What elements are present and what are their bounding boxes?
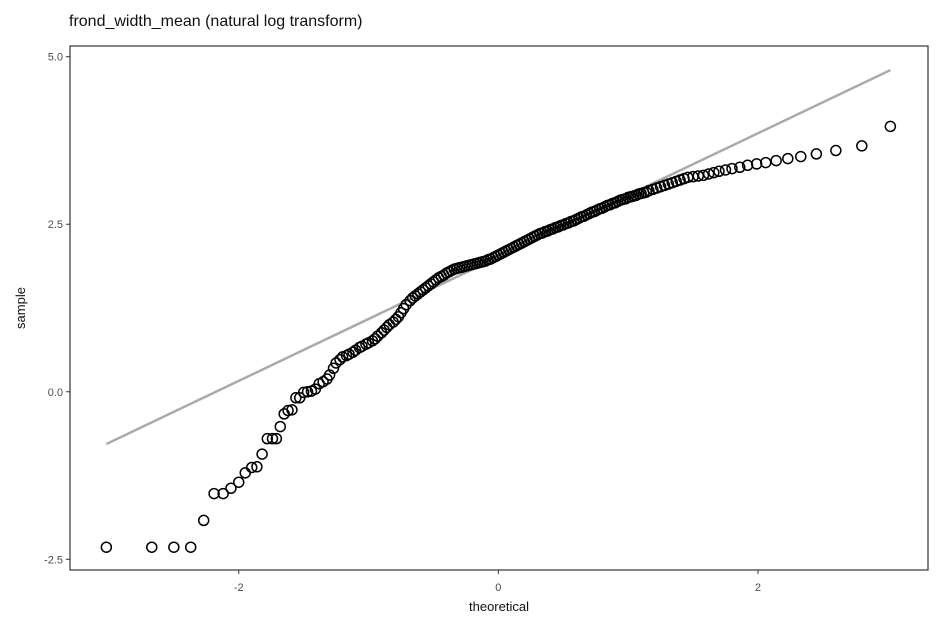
data-point bbox=[323, 369, 336, 381]
data-point bbox=[168, 541, 180, 553]
data-point bbox=[232, 476, 245, 488]
data-point bbox=[400, 298, 412, 311]
chart-title: frond_width_mean (natural log transform) bbox=[69, 13, 362, 30]
data-point bbox=[245, 461, 258, 474]
data-point bbox=[251, 461, 263, 473]
data-point bbox=[297, 386, 310, 399]
y-axis-title: sample bbox=[13, 287, 28, 329]
data-point bbox=[301, 386, 314, 398]
plot-panel bbox=[69, 45, 929, 571]
data-point bbox=[270, 432, 283, 445]
data-point bbox=[708, 166, 720, 179]
data-point bbox=[713, 165, 725, 178]
data-point bbox=[266, 432, 279, 445]
data-point bbox=[327, 362, 340, 375]
y-tick-label: 2.5 bbox=[48, 219, 63, 231]
data-point bbox=[208, 487, 220, 500]
data-point bbox=[810, 148, 823, 160]
data-point bbox=[726, 162, 738, 175]
data-point bbox=[146, 541, 158, 553]
data-point bbox=[770, 154, 782, 167]
data-point bbox=[100, 541, 113, 553]
data-point bbox=[734, 161, 746, 174]
data-point bbox=[286, 404, 298, 416]
data-point bbox=[197, 514, 210, 527]
data-point bbox=[184, 541, 197, 553]
data-point bbox=[884, 120, 897, 133]
y-tick-label: 0.0 bbox=[48, 387, 63, 399]
data-point bbox=[225, 482, 237, 495]
data-point bbox=[782, 152, 794, 165]
data-point bbox=[702, 168, 715, 180]
data-point bbox=[274, 420, 287, 433]
data-point bbox=[217, 487, 229, 500]
data-point bbox=[830, 144, 842, 157]
data-point bbox=[856, 140, 868, 152]
y-tick-label: -2.5 bbox=[44, 554, 63, 566]
data-point bbox=[697, 169, 710, 182]
data-point bbox=[371, 330, 384, 342]
data-point bbox=[369, 333, 381, 345]
x-tick-label: 2 bbox=[755, 582, 761, 594]
x-tick-label: 0 bbox=[495, 582, 501, 594]
y-axis: -2.5 0.0 2.5 5.0 bbox=[44, 52, 70, 566]
x-axis: -2 0 2 bbox=[234, 570, 761, 594]
data-point bbox=[282, 404, 294, 417]
data-point bbox=[261, 432, 274, 445]
data-point bbox=[795, 150, 807, 163]
data-point bbox=[290, 392, 302, 404]
data-point bbox=[719, 164, 732, 176]
x-tick-label: -2 bbox=[234, 582, 244, 594]
y-tick-label: 5.0 bbox=[48, 52, 63, 64]
sample-points bbox=[100, 120, 897, 553]
data-point bbox=[330, 357, 342, 369]
data-point bbox=[256, 448, 268, 460]
x-axis-title: theoretical bbox=[469, 599, 529, 614]
